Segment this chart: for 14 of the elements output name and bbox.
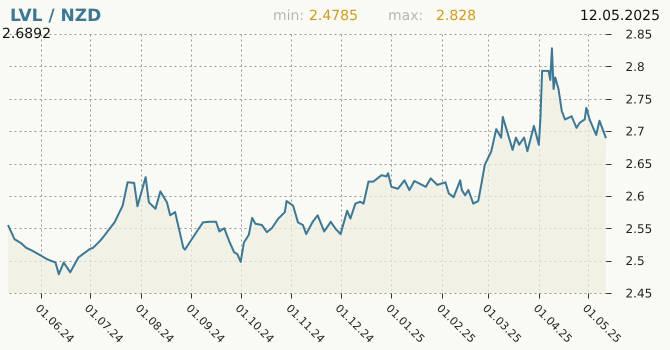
y-tick-label: 2.75 (626, 92, 652, 106)
y-tick-label: 2.85 (626, 28, 652, 42)
annotation: 2.6892 (2, 26, 51, 42)
y-tick-label: 2.7 (626, 124, 645, 139)
y-tick-label: 2.65 (626, 157, 652, 171)
text: 12.05.2025 (580, 8, 660, 24)
y-tick-label: 2.55 (626, 222, 652, 236)
y-tick-label: 2.45 (626, 286, 652, 300)
text: max: 2.828 (388, 8, 476, 24)
y-tick-label: 2.8 (626, 60, 645, 74)
text: min: 2.4785 (273, 8, 358, 24)
y-tick-label: 2.5 (626, 254, 645, 268)
chart-title: LVL / NZD (10, 6, 102, 26)
y-tick-label: 2.6 (626, 189, 645, 204)
